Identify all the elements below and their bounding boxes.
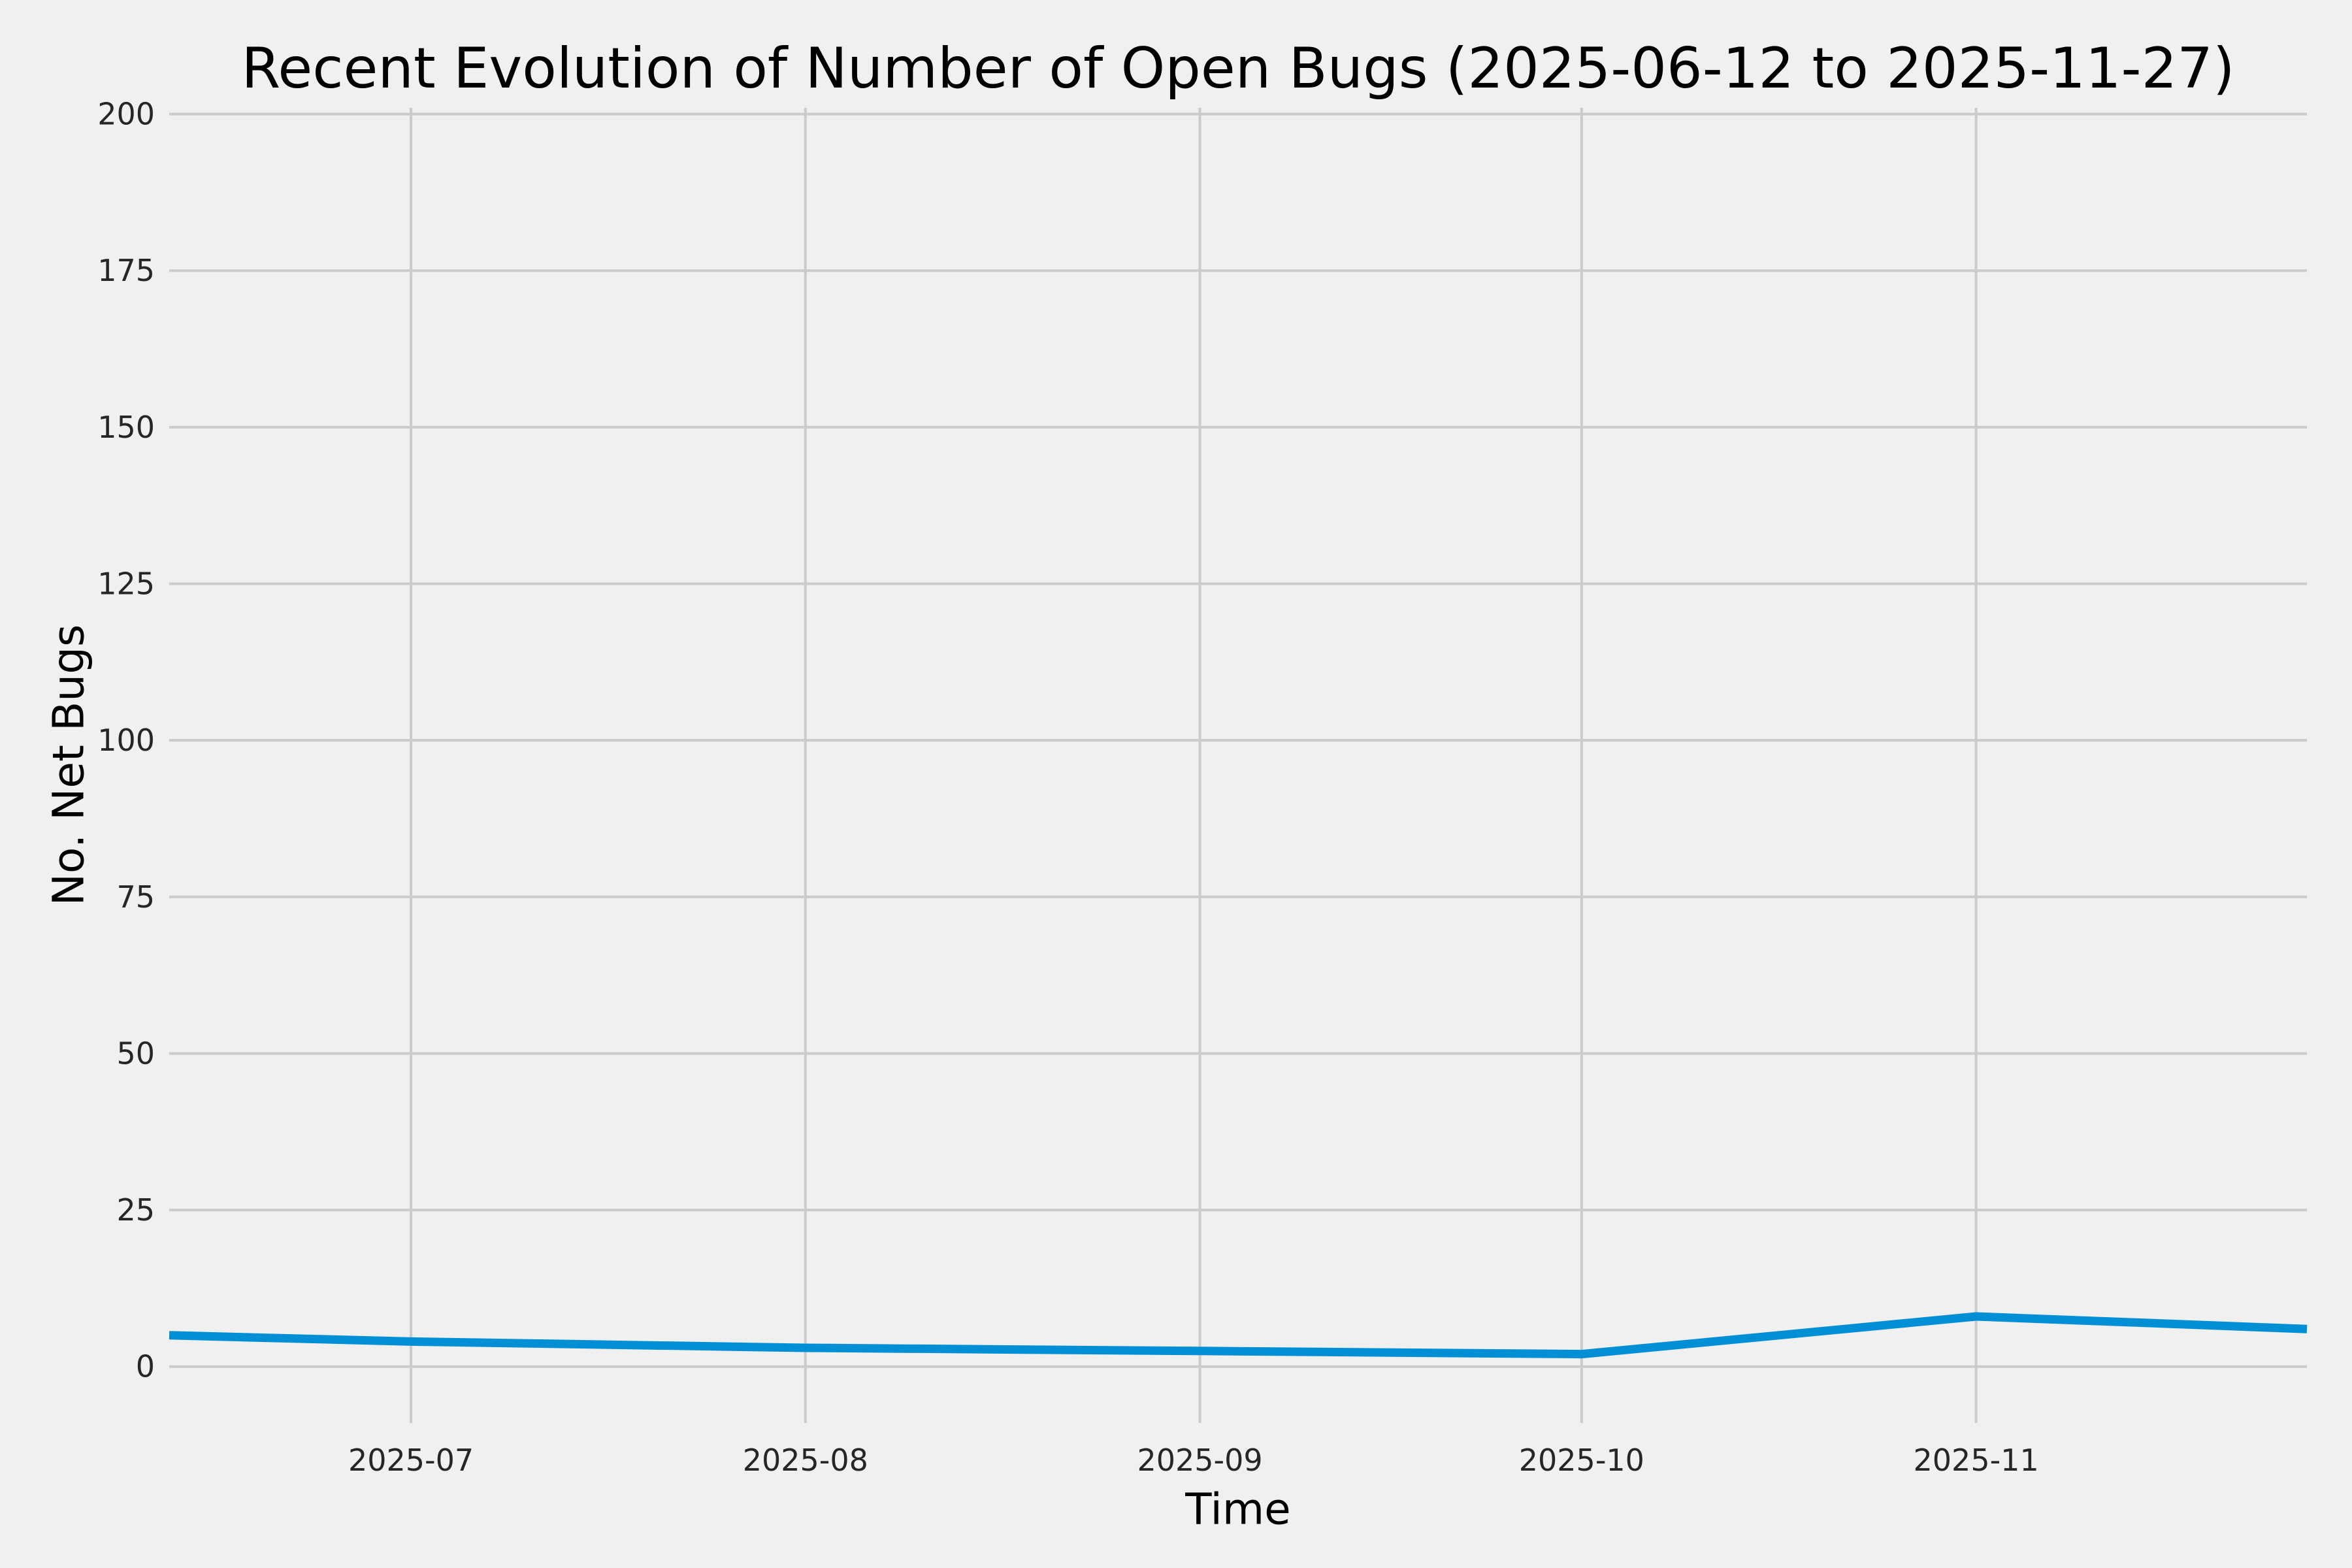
vertical-gridlines [410,108,1978,1423]
x-tick-label: 2025-09 [1137,1443,1262,1478]
x-tick-label: 2025-10 [1519,1443,1644,1478]
y-tick-label: 50 [116,1036,155,1071]
x-axis-tick-labels: 2025-07 2025-08 2025-09 2025-10 2025-11 [348,1443,2039,1478]
horizontal-gridlines [169,112,2307,1368]
y-axis-label: No. Net Bugs [44,625,94,906]
y-tick-label: 0 [136,1349,155,1384]
y-tick-label: 150 [97,410,155,445]
x-tick-label: 2025-07 [348,1443,474,1478]
x-tick-label: 2025-11 [1914,1443,2039,1478]
x-axis-label: Time [1184,1484,1291,1535]
data-line-open-bugs [169,1312,2308,1359]
y-tick-label: 125 [97,566,155,602]
y-tick-label: 175 [97,253,155,288]
y-tick-label: 75 [116,879,155,915]
chart-title: Recent Evolution of Number of Open Bugs … [241,36,2234,101]
y-axis-tick-labels: 0 25 50 75 100 125 150 175 200 [97,97,155,1384]
x-tick-label: 2025-08 [743,1443,868,1478]
y-tick-label: 100 [97,723,155,758]
y-tick-label: 25 [116,1192,155,1228]
y-tick-label: 200 [97,97,155,132]
